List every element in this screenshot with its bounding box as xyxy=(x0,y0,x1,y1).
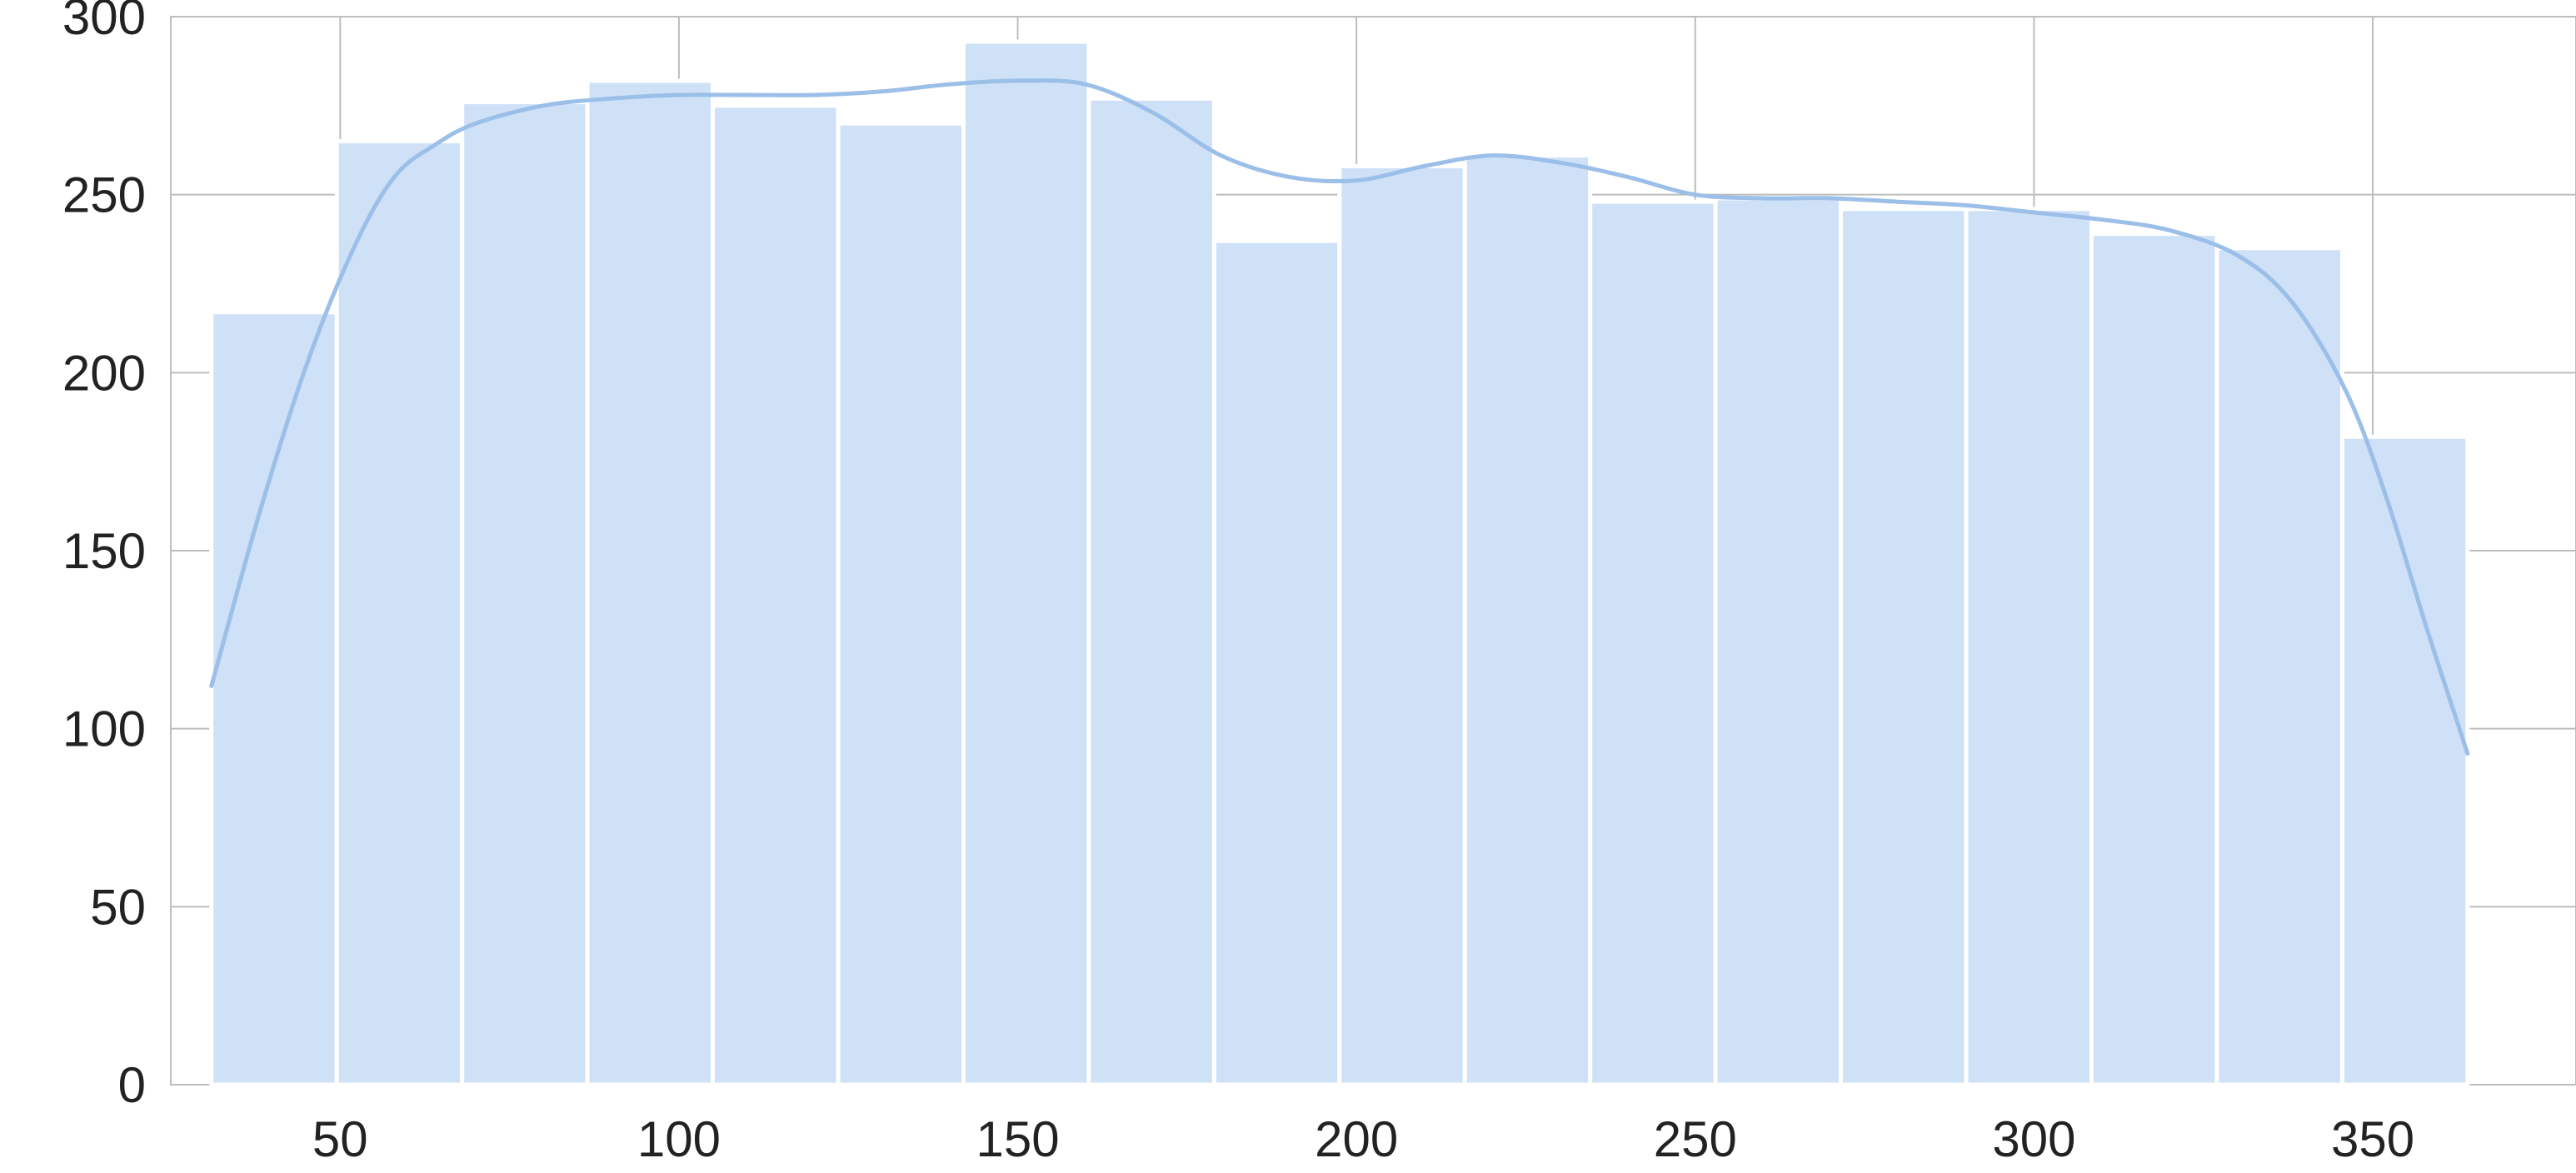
histogram-bar xyxy=(209,310,339,1087)
histogram-bar xyxy=(1462,153,1593,1087)
histogram-bar xyxy=(1839,207,1969,1087)
x-tick-label: 50 xyxy=(312,1111,368,1167)
histogram-bar xyxy=(1713,196,1844,1087)
histogram-bar xyxy=(2214,246,2344,1087)
x-tick-label: 350 xyxy=(2331,1111,2414,1167)
histogram-bar xyxy=(1337,163,1467,1087)
y-tick-label: 300 xyxy=(62,0,146,45)
bars-layer xyxy=(209,39,2470,1087)
y-tick-label: 0 xyxy=(118,1057,146,1113)
histogram-bar xyxy=(2089,232,2219,1087)
histogram-bar xyxy=(711,103,841,1087)
x-tick-label: 200 xyxy=(1315,1111,1398,1167)
kde-line xyxy=(209,78,2470,756)
histogram-bar xyxy=(961,39,1091,1087)
axis-layer: 0 50 100 150 200 250 300 50 100 150 200 250 300 350 xyxy=(62,0,2414,1167)
histogram-bar xyxy=(836,121,966,1087)
x-tick-label: 250 xyxy=(1654,1111,1737,1167)
histogram-bar xyxy=(334,139,465,1087)
histogram-bar xyxy=(2339,434,2470,1087)
y-tick-label: 150 xyxy=(62,523,146,579)
histogram-bar xyxy=(1588,199,1718,1087)
histogram-bar xyxy=(585,78,716,1087)
y-tick-label: 100 xyxy=(62,701,146,757)
x-tick-label: 100 xyxy=(637,1111,721,1167)
y-tick-label: 200 xyxy=(62,345,146,401)
x-tick-label: 150 xyxy=(976,1111,1059,1167)
histogram-bar xyxy=(1964,207,2094,1087)
y-tick-label: 250 xyxy=(62,167,146,223)
kde-layer xyxy=(209,78,2470,756)
x-tick-label: 300 xyxy=(1992,1111,2075,1167)
histogram-bar xyxy=(1211,238,1342,1087)
histogram-bar xyxy=(1086,96,1216,1087)
y-tick-label: 50 xyxy=(90,879,146,935)
histogram-bar xyxy=(460,100,590,1087)
